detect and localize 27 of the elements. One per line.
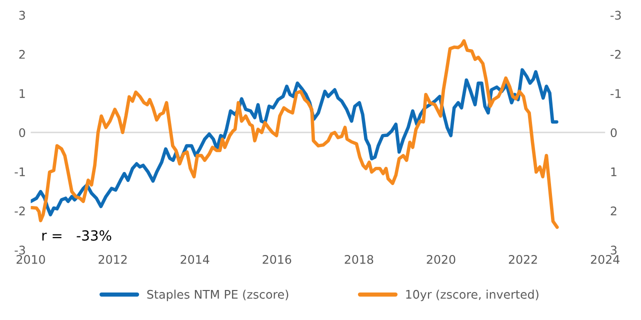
y-tick-label: 1 — [20, 89, 25, 98]
legend-label: Staples NTM PE (zscore) — [147, 290, 288, 302]
x-tick-label: 2024 — [590, 254, 620, 264]
y-tick-label: -2 — [14, 206, 25, 216]
y2-tick-label: 1 — [611, 168, 616, 176]
line-series — [30, 68, 558, 216]
y-tick-label: -1 — [14, 168, 25, 176]
x-tick-label: 2022 — [508, 254, 537, 264]
y-tick-label: 2 — [19, 50, 25, 59]
y2-tick-label: 0 — [610, 128, 617, 138]
x-tick-label: 2020 — [426, 254, 456, 264]
y2-tick-label: -3 — [610, 10, 621, 20]
y-tick-label: -3 — [14, 246, 25, 255]
x-tick-label: 2016 — [262, 254, 292, 264]
y2-tick-label: 2 — [610, 206, 616, 216]
y2-tick-label: -2 — [610, 50, 621, 59]
line-series — [30, 39, 559, 229]
annotation: r = -33% — [42, 230, 112, 241]
y-tick-label: 0 — [19, 128, 26, 138]
y-tick-label: 3 — [19, 10, 25, 20]
y2-tick-label: -1 — [610, 89, 621, 98]
y2-tick-label: 3 — [610, 246, 617, 255]
x-tick-label: 2012 — [98, 254, 127, 264]
legend-label: 10yr (zscore, inverted) — [406, 290, 538, 302]
x-tick-label: 2018 — [344, 254, 374, 264]
x-tick-label: 2010 — [16, 254, 46, 264]
x-tick-label: 2014 — [180, 254, 210, 264]
